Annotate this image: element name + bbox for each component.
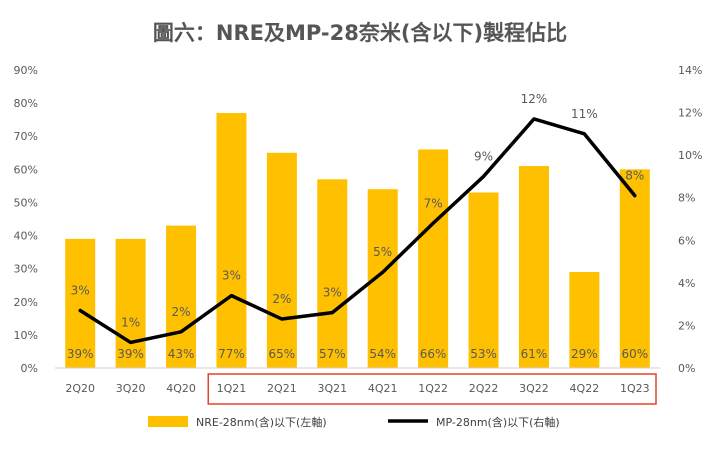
line-label-4q21: 5% [373,245,392,259]
right-tick-3: 6% [678,234,695,247]
x-tick-2q20: 2Q20 [65,382,95,395]
bar-label-1q22: 66% [420,347,447,361]
legend-label-mp: MP-28nm(含)以下(右軸) [436,415,560,429]
bar-label-2q20: 39% [67,347,94,361]
line-point-1q23 [633,194,637,198]
line-label-3q20: 1% [121,315,140,329]
highlight-box [207,373,657,405]
line-point-2q22 [482,174,486,178]
line-label-2q22: 9% [474,149,493,163]
x-tick-3q22: 3Q22 [519,382,549,395]
mp-line [78,117,637,345]
x-tick-1q22: 1Q22 [418,382,448,395]
bar-label-2q21: 65% [269,347,296,361]
bar-4q22 [569,271,600,368]
bar-label-3q20: 39% [117,347,144,361]
right-axis: 0% 2% 4% 6% 8% 10% 12% 14% [678,64,702,375]
x-tick-3q21: 3Q21 [317,382,347,395]
bar-label-3q21: 57% [319,347,346,361]
bar-label-1q21: 77% [218,347,245,361]
bar-label-2q22: 53% [470,347,497,361]
line-label-1q23: 8% [625,169,644,183]
bar-series [65,113,650,369]
bar-1q21 [216,113,247,369]
line-label-4q20: 2% [172,305,191,319]
right-tick-7: 14% [678,64,702,77]
legend-swatch-nre [148,416,188,427]
line-label-2q20: 3% [71,284,90,298]
bar-label-4q21: 54% [369,347,396,361]
line-point-4q22 [582,132,586,136]
line-data-labels: 3% 1% 2% 3% 2% 3% 5% 7% 9% 12% 11% 8% [71,92,644,344]
bar-3q20 [115,238,146,368]
bar-label-3q22: 61% [521,347,548,361]
bar-4q20 [166,225,197,368]
left-tick-3: 30% [14,263,38,276]
legend-label-nre: NRE-28nm(含)以下(左軸) [196,415,327,429]
left-axis: 0% 10% 20% 30% 40% 50% 60% 70% 80% 90% [14,64,38,375]
line-point-4q20 [179,330,183,334]
x-tick-4q21: 4Q21 [368,382,398,395]
line-label-1q22: 7% [424,196,443,210]
right-tick-4: 8% [678,192,695,205]
line-point-2q20 [78,309,82,313]
x-tick-1q23: 1Q23 [620,382,650,395]
x-tick-1q21: 1Q21 [217,382,247,395]
x-tick-2q21: 2Q21 [267,382,297,395]
left-tick-5: 50% [14,196,38,209]
bar-1q22 [418,149,449,368]
bar-3q22 [518,166,549,368]
bar-label-1q23: 60% [621,347,648,361]
bar-2q21 [266,152,297,368]
bar-2q22 [468,192,499,368]
right-tick-5: 10% [678,149,702,162]
line-label-2q21: 2% [272,292,291,306]
line-point-3q21 [330,311,334,315]
left-tick-8: 80% [14,97,38,110]
bar-3q21 [317,179,348,368]
x-tick-2q22: 2Q22 [469,382,499,395]
line-point-4q21 [381,270,385,274]
x-tick-4q20: 4Q20 [166,382,196,395]
left-tick-4: 40% [14,230,38,243]
line-point-1q22 [431,221,435,225]
bar-label-4q20: 43% [168,347,195,361]
line-point-2q21 [280,317,284,321]
right-tick-1: 2% [678,319,695,332]
right-tick-2: 4% [678,277,695,290]
line-label-3q21: 3% [323,286,342,300]
line-label-4q22: 11% [571,107,598,121]
bar-data-labels: 39% 39% 43% 77% 65% 57% 54% 66% 53% 61% 29% 60% [67,347,648,361]
x-tick-4q22: 4Q22 [570,382,600,395]
left-tick-9: 90% [14,64,38,77]
line-series [78,117,637,345]
legend: NRE-28nm(含)以下(左軸) MP-28nm(含)以下(右軸) [148,415,560,429]
line-label-3q22: 12% [521,92,548,106]
left-tick-0: 0% [21,362,38,375]
left-tick-1: 10% [14,329,38,342]
line-point-3q22 [532,117,536,121]
line-label-1q21: 3% [222,269,241,283]
right-tick-0: 0% [678,362,695,375]
left-tick-2: 20% [14,296,38,309]
line-point-3q20 [129,340,133,344]
bar-1q23 [619,169,650,368]
chart-title: 圖六：NRE及MP-28奈米(含以下)製程佔比 [153,21,567,45]
x-tick-3q20: 3Q20 [116,382,146,395]
left-tick-7: 70% [14,130,38,143]
left-tick-6: 60% [14,163,38,176]
bar-2q20 [65,238,96,368]
right-tick-6: 12% [678,107,702,120]
x-axis: 2Q20 3Q20 4Q20 1Q21 2Q21 3Q21 4Q21 1Q22 2Q22 3Q22… [65,382,649,395]
line-point-1q21 [229,294,233,298]
bar-label-4q22: 29% [571,347,598,361]
